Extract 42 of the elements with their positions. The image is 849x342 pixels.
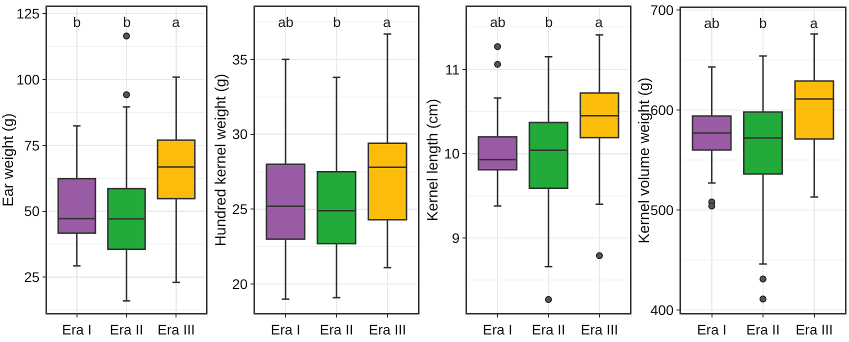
x-tick-label: Era I: [696, 321, 727, 338]
y-tick-label: 9: [452, 230, 460, 246]
annotation: b: [73, 14, 81, 30]
y-tick-label: 500: [650, 202, 674, 218]
y-axis-title: Ear weight (g): [0, 113, 17, 207]
y-axis-title: Kernel length (cm): [424, 98, 442, 222]
y-tick-label: 125: [16, 5, 40, 22]
x-tick-label: Era III: [158, 321, 195, 338]
x-tick-label: Era II: [320, 321, 354, 338]
x-tick-label: Era III: [368, 321, 406, 338]
y-tick-label: 100: [16, 71, 40, 88]
annotation: b: [123, 14, 131, 30]
annotation: a: [810, 15, 818, 31]
y-tick-label: 25: [24, 269, 40, 286]
x-tick-label: Era III: [796, 321, 833, 338]
y-tick-label: 30: [232, 126, 248, 142]
y-tick-label: 11: [445, 61, 460, 78]
y-tick-label: 35: [232, 51, 248, 68]
x-tick-label: Era I: [482, 321, 512, 338]
annotation: a: [383, 14, 391, 30]
x-tick-label: Era I: [270, 321, 300, 338]
annotation: a: [595, 14, 603, 30]
annotation: ab: [704, 15, 720, 31]
annotation: b: [759, 15, 767, 31]
y-tick-label: 25: [232, 201, 248, 218]
y-axis-title: Hundred kernel weight (g): [212, 74, 230, 246]
y-tick-label: 700: [650, 2, 674, 18]
x-tick-label: Era II: [532, 321, 566, 338]
annotation: ab: [490, 14, 506, 30]
x-tick-label: Era II: [746, 321, 780, 338]
y-tick-label: 400: [650, 302, 674, 318]
annotation: b: [333, 14, 341, 30]
annotation: ab: [278, 14, 294, 30]
y-tick-label: 20: [232, 276, 248, 292]
annotation: b: [545, 14, 553, 30]
x-tick-label: Era I: [62, 321, 92, 338]
annotation: a: [172, 14, 180, 30]
x-tick-label: Era III: [580, 321, 618, 338]
y-tick-label: 50: [24, 203, 40, 220]
y-tick-label: 75: [24, 137, 40, 154]
x-tick-label: Era II: [110, 321, 144, 338]
y-tick-label: 10: [444, 146, 460, 162]
